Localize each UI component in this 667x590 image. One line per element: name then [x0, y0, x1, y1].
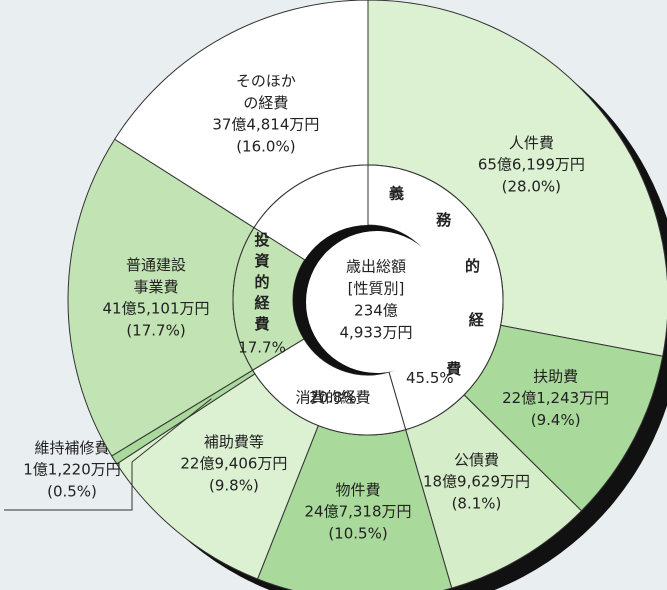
outer-value-label: (0.5%) — [47, 483, 97, 501]
outer-label: 物件費 — [336, 480, 381, 498]
outer-label: 補助費等 — [204, 433, 264, 451]
hole — [306, 231, 448, 373]
outer-label: 維持補修費 — [34, 439, 109, 457]
outer-label: そのほかの経費 — [236, 72, 296, 112]
outer-amount: 24億7,318万円 — [304, 502, 411, 520]
outer-value-label: (9.8%) — [209, 477, 259, 495]
outer-amount: 18億9,629万円 — [423, 473, 530, 491]
outer-value-label: (17.7%) — [126, 322, 185, 340]
outer-label: 扶助費 — [533, 367, 578, 385]
leader-line — [4, 462, 133, 511]
center-label: [性質別] — [348, 280, 405, 298]
leader-line — [131, 398, 212, 463]
outer-amount: 37億4,814万円 — [212, 116, 319, 134]
inner-label: 投資的経費 — [254, 231, 270, 333]
outer-amount: 41億5,101万円 — [102, 300, 209, 318]
outer-label: 人件費 — [509, 133, 554, 151]
outer-value-label: (9.4%) — [531, 411, 581, 429]
outer-label: 公債費 — [454, 451, 499, 469]
outer-label: 普通建設事業費 — [126, 256, 186, 296]
inner-value-label: 20.8% — [309, 388, 357, 406]
inner-value-label: 45.5% — [406, 369, 454, 387]
outer-amount: 22億1,243万円 — [502, 389, 609, 407]
inner-value-label: 17.7% — [238, 339, 286, 357]
outer-value-label: (28.0%) — [502, 177, 561, 195]
outer-value-label: (8.1%) — [452, 495, 502, 513]
inner-label: 義務的経費 — [389, 184, 485, 377]
outer-value-label: (10.5%) — [328, 524, 387, 542]
outer-amount: 22億9,406万円 — [180, 455, 287, 473]
outer-amount: 65億6,199万円 — [478, 155, 585, 173]
center-label: 4,933万円 — [340, 324, 413, 342]
outer-amount: 1億1,220万円 — [23, 461, 121, 479]
inner-label: 消費的経費 — [295, 388, 370, 406]
center-label: 歳出総額 — [346, 258, 406, 276]
outer-value-label: (16.0%) — [236, 138, 295, 156]
center-label: 234億 — [354, 302, 398, 320]
